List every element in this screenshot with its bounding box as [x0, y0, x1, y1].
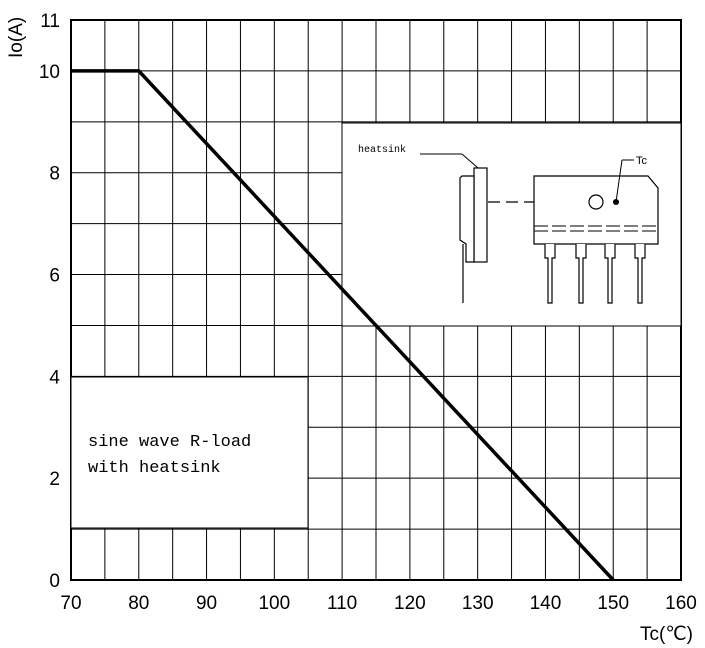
y-tick-label: 4 — [49, 367, 60, 388]
annotation-line-1: sine wave R-load — [88, 433, 251, 452]
x-tick-labels: 70 80 90 100 110 120 130 140 150 160 — [60, 593, 696, 614]
mounting-hole — [588, 194, 604, 210]
tc-label: Tc — [636, 155, 648, 167]
x-tick-label: 160 — [665, 593, 697, 614]
y-axis-label: Io(A) — [6, 17, 27, 58]
x-tick-label: 150 — [597, 593, 629, 614]
x-tick-label: 120 — [394, 593, 426, 614]
x-tick-label: 90 — [196, 593, 217, 614]
annotation-box — [70, 376, 309, 529]
heatsink-label: heatsink — [358, 144, 406, 156]
inset-diagram: heatsink Tc — [341, 122, 682, 327]
y-tick-label: 6 — [49, 266, 60, 287]
x-tick-label: 140 — [530, 593, 562, 614]
y-tick-label: 2 — [49, 469, 60, 490]
heatsink-plate — [473, 167, 488, 263]
x-axis-label: Tc(℃) — [640, 624, 693, 645]
component-front-view — [533, 175, 659, 245]
x-tick-label: 70 — [60, 593, 81, 614]
y-tick-label: 0 — [49, 571, 60, 592]
annotation-line-2: with heatsink — [88, 459, 221, 478]
series-line — [71, 69, 615, 582]
x-tick-label: 130 — [462, 593, 494, 614]
x-tick-label: 100 — [258, 593, 290, 614]
y-tick-label: 8 — [49, 164, 60, 185]
tc-leader — [615, 159, 623, 203]
x-tick-label: 110 — [327, 593, 357, 614]
y-tick-label: 11 — [40, 11, 60, 32]
y-tick-labels: 0 2 4 6 8 10 11 — [39, 11, 61, 592]
component-leads — [544, 244, 646, 304]
heatsink-leader-2 — [461, 153, 479, 169]
x-tick-label: 80 — [128, 593, 149, 614]
y-tick-label: 10 — [39, 62, 60, 83]
component-side-view — [459, 175, 475, 263]
